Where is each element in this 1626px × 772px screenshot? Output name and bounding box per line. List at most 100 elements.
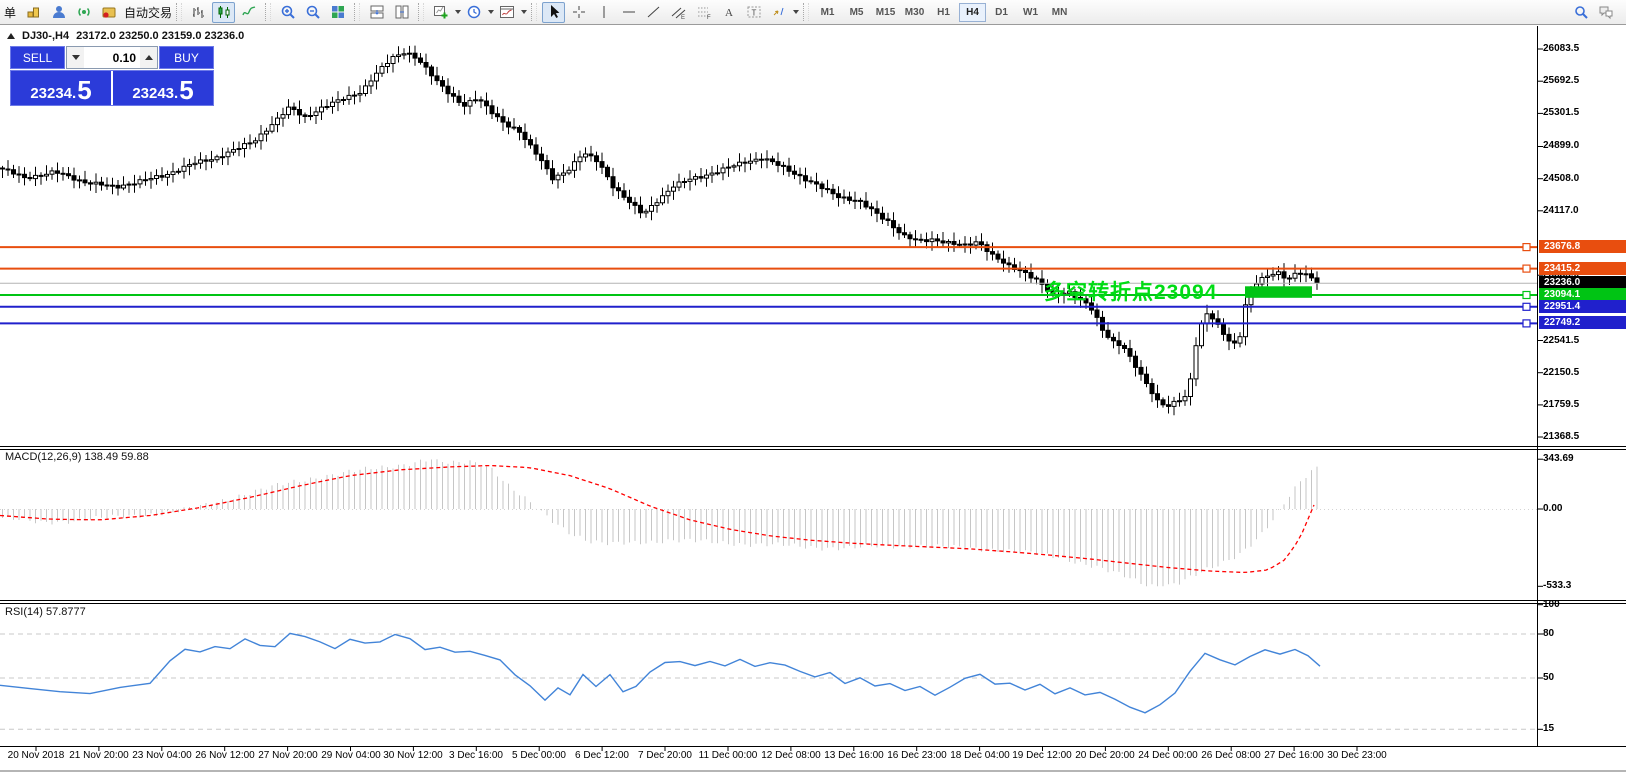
buy-price[interactable]: 23243. 5 [113,71,213,105]
collapse-panel-icon[interactable] [7,33,15,39]
time-axis-label: 30 Dec 23:00 [1327,750,1387,761]
arrange-charts-icon[interactable] [390,2,413,23]
timeframe-h1[interactable]: H1 [930,3,957,22]
hline-price-label[interactable]: 23415.2 [1539,262,1626,275]
chat-icon[interactable] [1594,2,1617,23]
zoom-out-icon[interactable] [301,2,324,23]
gold-icon[interactable] [22,2,45,23]
search-icon[interactable] [1569,2,1592,23]
price-tick-label: 22150.5 [1543,367,1580,378]
dropdown-caret-icon[interactable] [793,10,800,14]
time-axis-label: 6 Dec 12:00 [575,750,629,761]
volume-control [66,46,158,69]
order-text[interactable]: 单 [4,5,17,20]
timeframe-w1[interactable]: W1 [1017,3,1044,22]
tile-windows-icon[interactable] [326,2,349,23]
rsi-panel [0,632,1537,730]
timeframe-m15[interactable]: M15 [872,3,899,22]
hline-price-label[interactable]: 23676.8 [1539,240,1626,253]
price-tick-label: 24508.0 [1543,173,1580,184]
svg-text:A: A [725,7,733,19]
time-axis-label: 24 Dec 00:00 [1138,750,1198,761]
rsi-indicator-label: RSI(14) 57.8777 [5,606,86,618]
timeframe-mn[interactable]: MN [1046,3,1073,22]
line-handle[interactable] [1522,264,1531,273]
volume-decrease-button[interactable] [67,47,84,68]
price-tick-label: 21759.5 [1543,399,1580,410]
dropdown-caret-icon[interactable] [488,10,495,14]
zoom-in-icon[interactable] [276,2,299,23]
timeframe-m1[interactable]: M1 [814,3,841,22]
buy-button[interactable]: BUY [159,46,214,69]
sell-button[interactable]: SELL [10,46,65,69]
time-axis-label: 20 Nov 2018 [7,750,65,761]
rsi-axis-label: 80 [1543,628,1555,639]
trendline-icon[interactable] [642,2,665,23]
toolbar-grip[interactable] [176,3,183,21]
text-icon[interactable]: A [717,2,740,23]
volume-increase-button[interactable] [140,47,157,68]
toolbar-group: M1 M5 M15 M30 H1 H4 D1 W1 MN [799,0,1074,24]
toolbar-grip[interactable] [803,3,810,21]
time-axis-label: 30 Nov 12:00 [383,750,443,761]
channel-icon[interactable]: E [667,2,690,23]
timeframe-d1[interactable]: D1 [988,3,1015,22]
label-icon[interactable]: T [742,2,765,23]
candlestick-chart-icon[interactable] [212,1,236,23]
dropdown-caret-icon[interactable] [455,10,462,14]
signals-icon[interactable] [72,2,95,23]
svg-text:F: F [707,15,711,20]
arrange-windows-icon[interactable] [365,2,388,23]
caret-up-icon [144,55,153,60]
sell-price-main: 23234. [30,85,77,102]
turning-point-annotation[interactable]: 多空转折点23094 [1044,281,1218,304]
line-handle[interactable] [1522,302,1531,311]
timeframe-m5[interactable]: M5 [843,3,870,22]
vertical-line-icon[interactable] [592,2,615,23]
price-tick-label: 24899.0 [1543,140,1580,151]
time-axis-label: 27 Nov 20:00 [258,750,318,761]
period-icon[interactable] [462,2,485,23]
hline-price-label[interactable]: 23094.1 [1539,288,1626,301]
price-tick-label: 25692.5 [1543,75,1580,86]
template-icon[interactable] [495,2,518,23]
cursor-icon[interactable] [542,1,566,23]
line-chart-icon[interactable] [237,2,260,23]
bid-price-label: 23236.0 [1539,276,1626,289]
candlesticks [0,45,1320,416]
crosshair-icon[interactable] [567,2,590,23]
toolbar-grip[interactable] [265,3,272,21]
dropdown-caret-icon[interactable] [521,10,528,14]
autotrading-button-label[interactable]: 自动交易 [124,5,173,20]
hline-price-label[interactable]: 22749.2 [1539,316,1626,329]
horizontal-line-icon[interactable] [617,2,640,23]
sell-price[interactable]: 23234. 5 [11,71,113,105]
time-axis-label: 13 Dec 16:00 [824,750,884,761]
toolbar-grip[interactable] [531,3,538,21]
main-toolbar: 单 自动交易 E F A T M1 M5 M15 M30 H1 H4 D1 W1 MN [0,0,1626,25]
trade-controls-row: SELL BUY [10,46,214,69]
timeframe-h4[interactable]: H4 [959,2,987,22]
timeframe-m30[interactable]: M30 [901,3,928,22]
rsi-axis-label: 15 [1543,723,1555,734]
arrows-icon[interactable] [767,2,790,23]
line-handle[interactable] [1522,319,1531,328]
volume-input[interactable] [84,47,140,68]
new-chart-icon[interactable] [429,2,452,23]
toolbar-grip[interactable] [354,3,361,21]
autotrading-button[interactable] [97,2,120,23]
time-axis-label: 21 Nov 20:00 [69,750,129,761]
chart-title-symbol: DJ30-,H4 [22,30,70,42]
bar-chart-icon[interactable] [187,2,210,23]
toolbar-grip[interactable] [418,3,425,21]
line-handle[interactable] [1522,290,1531,300]
hline-price-label[interactable]: 22951.4 [1539,300,1626,313]
macd-indicator-label: MACD(12,26,9) 138.49 59.88 [5,451,149,463]
accounts-icon[interactable] [47,2,70,23]
price-tick-label: 24117.0 [1543,205,1579,216]
fibonacci-icon[interactable]: F [692,2,715,23]
line-handle[interactable] [1522,243,1531,252]
time-axis-label: 26 Nov 12:00 [195,750,255,761]
